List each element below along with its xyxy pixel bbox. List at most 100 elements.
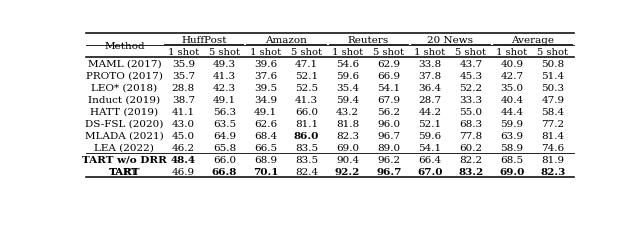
Text: 83.2: 83.2 xyxy=(458,167,483,176)
Text: 42.3: 42.3 xyxy=(213,84,236,92)
Text: 48.4: 48.4 xyxy=(171,155,196,164)
Text: 52.1: 52.1 xyxy=(418,119,442,128)
Text: 86.0: 86.0 xyxy=(294,131,319,140)
Text: PROTO (2017): PROTO (2017) xyxy=(86,72,163,81)
Text: 60.2: 60.2 xyxy=(460,143,483,152)
Text: 81.9: 81.9 xyxy=(541,155,564,164)
Text: 43.7: 43.7 xyxy=(460,60,483,69)
Text: 96.7: 96.7 xyxy=(376,167,401,176)
Text: 68.3: 68.3 xyxy=(460,119,483,128)
Text: 82.3: 82.3 xyxy=(540,167,566,176)
Text: 38.7: 38.7 xyxy=(172,95,195,104)
Text: HuffPost: HuffPost xyxy=(181,36,227,45)
Text: 59.9: 59.9 xyxy=(500,119,524,128)
Text: 62.6: 62.6 xyxy=(254,119,277,128)
Text: 66.0: 66.0 xyxy=(295,107,318,116)
Text: 40.4: 40.4 xyxy=(500,95,524,104)
Text: 50.3: 50.3 xyxy=(541,84,564,92)
Text: 5 shot: 5 shot xyxy=(538,48,568,57)
Text: 5 shot: 5 shot xyxy=(291,48,322,57)
Text: 42.7: 42.7 xyxy=(500,72,524,81)
Text: 68.9: 68.9 xyxy=(254,155,277,164)
Text: 5 shot: 5 shot xyxy=(373,48,404,57)
Text: 82.4: 82.4 xyxy=(295,167,318,176)
Text: 96.7: 96.7 xyxy=(377,131,400,140)
Text: 35.9: 35.9 xyxy=(172,60,195,69)
Text: 33.8: 33.8 xyxy=(418,60,442,69)
Text: 58.9: 58.9 xyxy=(500,143,524,152)
Text: 67.9: 67.9 xyxy=(377,95,400,104)
Text: 45.0: 45.0 xyxy=(172,131,195,140)
Text: MLADA (2021): MLADA (2021) xyxy=(85,131,164,140)
Text: Induct (2019): Induct (2019) xyxy=(88,95,161,104)
Text: 59.6: 59.6 xyxy=(418,131,442,140)
Text: 41.1: 41.1 xyxy=(172,107,195,116)
Text: MAML (2017): MAML (2017) xyxy=(88,60,161,69)
Text: LEO* (2018): LEO* (2018) xyxy=(92,84,157,92)
Text: 77.8: 77.8 xyxy=(460,131,483,140)
Text: 74.6: 74.6 xyxy=(541,143,564,152)
Text: 83.5: 83.5 xyxy=(295,143,318,152)
Text: 43.0: 43.0 xyxy=(172,119,195,128)
Text: LEA (2022): LEA (2022) xyxy=(95,143,154,152)
Text: 69.0: 69.0 xyxy=(336,143,359,152)
Text: 41.3: 41.3 xyxy=(213,72,236,81)
Text: 52.2: 52.2 xyxy=(460,84,483,92)
Text: 20 News: 20 News xyxy=(428,36,474,45)
Text: 64.9: 64.9 xyxy=(213,131,236,140)
Text: 44.4: 44.4 xyxy=(500,107,524,116)
Text: Average: Average xyxy=(511,36,554,45)
Text: 96.0: 96.0 xyxy=(377,119,400,128)
Text: 36.4: 36.4 xyxy=(418,84,442,92)
Text: TART: TART xyxy=(109,167,140,176)
Text: 1 shot: 1 shot xyxy=(168,48,199,57)
Text: 50.8: 50.8 xyxy=(541,60,564,69)
Text: 66.5: 66.5 xyxy=(254,143,277,152)
Text: 69.0: 69.0 xyxy=(499,167,525,176)
Text: 55.0: 55.0 xyxy=(460,107,483,116)
Text: Method: Method xyxy=(104,42,145,51)
Text: DS-FSL (2020): DS-FSL (2020) xyxy=(85,119,164,128)
Text: 51.4: 51.4 xyxy=(541,72,564,81)
Text: 35.7: 35.7 xyxy=(172,72,195,81)
Text: 62.9: 62.9 xyxy=(377,60,400,69)
Text: 37.6: 37.6 xyxy=(254,72,277,81)
Text: 54.1: 54.1 xyxy=(377,84,400,92)
Text: TART w/o DRR: TART w/o DRR xyxy=(82,155,167,164)
Text: 68.4: 68.4 xyxy=(254,131,277,140)
Text: 92.2: 92.2 xyxy=(335,167,360,176)
Text: 43.2: 43.2 xyxy=(336,107,359,116)
Text: HATT (2019): HATT (2019) xyxy=(90,107,159,116)
Text: 5 shot: 5 shot xyxy=(455,48,486,57)
Text: 54.1: 54.1 xyxy=(418,143,442,152)
Text: 33.3: 33.3 xyxy=(460,95,483,104)
Text: 28.7: 28.7 xyxy=(418,95,442,104)
Text: Reuters: Reuters xyxy=(348,36,389,45)
Text: 1 shot: 1 shot xyxy=(497,48,527,57)
Text: 44.2: 44.2 xyxy=(418,107,442,116)
Text: 66.8: 66.8 xyxy=(212,167,237,176)
Text: 47.1: 47.1 xyxy=(295,60,318,69)
Text: 37.8: 37.8 xyxy=(418,72,442,81)
Text: 70.1: 70.1 xyxy=(253,167,278,176)
Text: 56.2: 56.2 xyxy=(377,107,400,116)
Text: 41.3: 41.3 xyxy=(295,95,318,104)
Text: 66.0: 66.0 xyxy=(213,155,236,164)
Text: 81.8: 81.8 xyxy=(336,119,359,128)
Text: 45.3: 45.3 xyxy=(460,72,483,81)
Text: 89.0: 89.0 xyxy=(377,143,400,152)
Text: 66.4: 66.4 xyxy=(418,155,442,164)
Text: 54.6: 54.6 xyxy=(336,60,359,69)
Text: 46.9: 46.9 xyxy=(172,167,195,176)
Text: 63.5: 63.5 xyxy=(213,119,236,128)
Text: 49.1: 49.1 xyxy=(254,107,277,116)
Text: 35.0: 35.0 xyxy=(500,84,524,92)
Text: 56.3: 56.3 xyxy=(213,107,236,116)
Text: 68.5: 68.5 xyxy=(500,155,524,164)
Text: 81.1: 81.1 xyxy=(295,119,318,128)
Text: 49.1: 49.1 xyxy=(213,95,236,104)
Text: 82.2: 82.2 xyxy=(460,155,483,164)
Text: 90.4: 90.4 xyxy=(336,155,359,164)
Text: 58.4: 58.4 xyxy=(541,107,564,116)
Text: 1 shot: 1 shot xyxy=(414,48,445,57)
